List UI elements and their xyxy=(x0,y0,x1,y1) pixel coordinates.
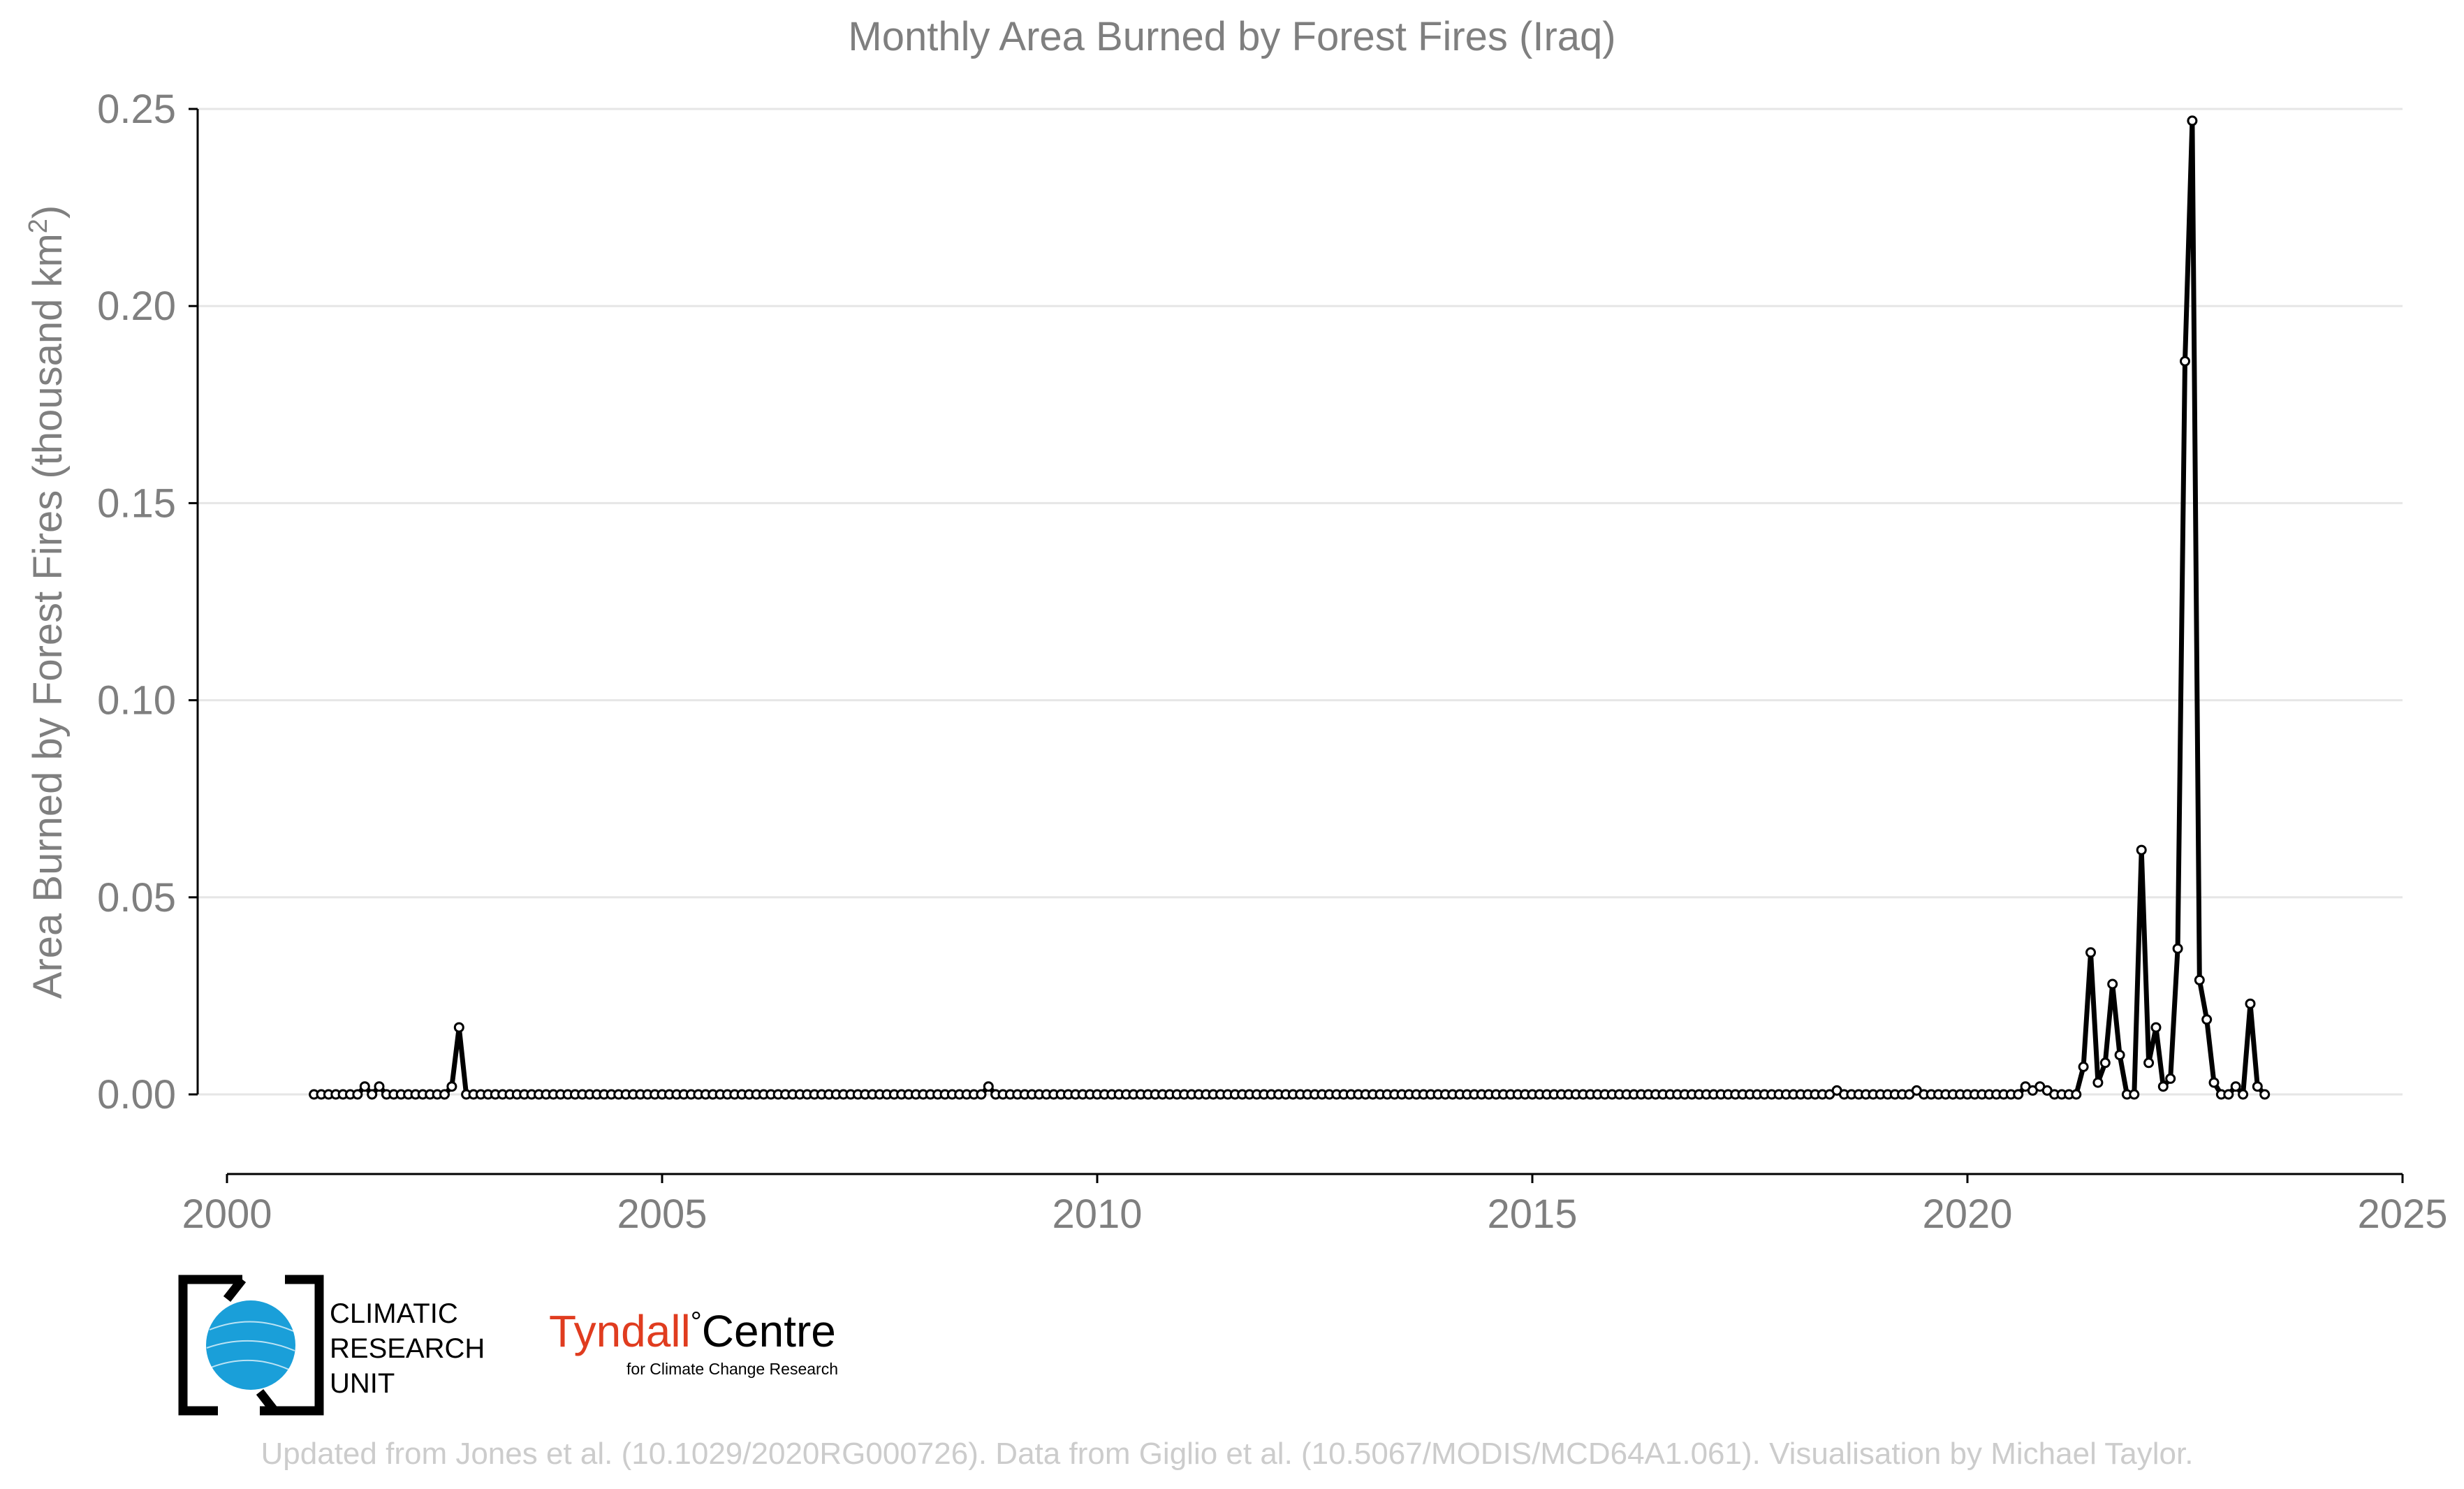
y-tick-label: 0.10 xyxy=(97,678,176,724)
data-point xyxy=(2013,1089,2024,1100)
data-point xyxy=(2107,978,2118,990)
y-tick-label: 0.25 xyxy=(97,87,176,132)
data-point xyxy=(2150,1022,2162,1033)
tyndall-degree: ° xyxy=(691,1307,702,1337)
svg-text:Tyndall°Centre: Tyndall°Centre xyxy=(549,1306,836,1356)
y-ticks: 0.00 0.05 0.10 0.15 0.20 0.25 xyxy=(97,87,198,1117)
data-point xyxy=(2172,943,2183,954)
data-point xyxy=(453,1022,464,1033)
chart-title: Monthly Area Burned by Forest Fires (Ira… xyxy=(848,14,1615,59)
series-points xyxy=(309,115,2271,1100)
y-axis-label: Area Burned by Forest Fires (thousand km… xyxy=(24,205,71,999)
data-point xyxy=(2165,1073,2176,1084)
data-point xyxy=(2245,998,2256,1009)
data-point xyxy=(2129,1089,2140,1100)
series-line xyxy=(314,118,2267,1097)
globe-icon xyxy=(206,1300,295,1390)
cru-line-2: RESEARCH xyxy=(330,1333,485,1364)
tyndall-logo: Tyndall°Centre for Climate Change Resear… xyxy=(549,1306,838,1378)
data-point xyxy=(2187,115,2198,126)
x-tick-label: 2020 xyxy=(1922,1191,2012,1237)
x-ticks: 2000 2005 2010 2015 2020 2025 xyxy=(182,1174,2448,1237)
data-point xyxy=(367,1089,378,1100)
data-point xyxy=(2230,1081,2241,1092)
gridlines xyxy=(198,108,2403,1096)
data-point xyxy=(2085,947,2096,958)
footer-credit: Updated from Jones et al. (10.1029/2020R… xyxy=(261,1437,2194,1471)
data-point xyxy=(2194,974,2205,985)
tyndall-centre: Centre xyxy=(702,1306,836,1356)
data-point xyxy=(2078,1062,2089,1072)
data-point xyxy=(2259,1089,2271,1100)
y-tick-label: 0.05 xyxy=(97,875,176,920)
y-axis-label-close: ) xyxy=(25,205,71,219)
tyndall-name: Tyndall xyxy=(549,1306,691,1356)
data-point xyxy=(2208,1077,2220,1088)
x-tick-label: 2005 xyxy=(617,1191,707,1237)
y-axis-label-main: Area Burned by Forest Fires (thousand km xyxy=(25,233,71,999)
data-point xyxy=(2238,1089,2249,1100)
data-point xyxy=(2157,1081,2169,1092)
y-tick-label: 0.20 xyxy=(97,284,176,329)
data-point xyxy=(983,1081,994,1092)
x-tick-label: 2015 xyxy=(1487,1191,1577,1237)
cru-line-1: CLIMATIC xyxy=(330,1298,458,1329)
data-point xyxy=(976,1089,987,1100)
tyndall-subtitle: for Climate Change Research xyxy=(626,1360,838,1378)
data-point xyxy=(374,1081,385,1092)
data-point xyxy=(2223,1089,2234,1100)
data-point xyxy=(2114,1050,2125,1061)
data-point xyxy=(2180,355,2190,367)
data-point xyxy=(352,1089,363,1100)
y-tick-label: 0.15 xyxy=(97,481,176,526)
data-point xyxy=(2201,1014,2213,1025)
x-tick-label: 2000 xyxy=(182,1191,272,1237)
data-point xyxy=(2071,1089,2082,1100)
data-point xyxy=(2252,1081,2263,1092)
y-axis-label-superscript: 2 xyxy=(24,219,53,233)
data-point xyxy=(439,1089,450,1100)
data-point xyxy=(2136,844,2147,856)
cru-logo: CLIMATIC RESEARCH UNIT xyxy=(178,1275,485,1416)
data-point xyxy=(359,1081,370,1092)
data-point xyxy=(2092,1077,2104,1088)
data-point xyxy=(446,1081,457,1092)
x-tick-label: 2010 xyxy=(1052,1191,1142,1237)
cru-line-3: UNIT xyxy=(330,1368,395,1399)
x-tick-label: 2025 xyxy=(2357,1191,2447,1237)
data-point xyxy=(2143,1057,2155,1069)
data-point xyxy=(2099,1057,2111,1069)
y-tick-label: 0.00 xyxy=(97,1072,176,1117)
